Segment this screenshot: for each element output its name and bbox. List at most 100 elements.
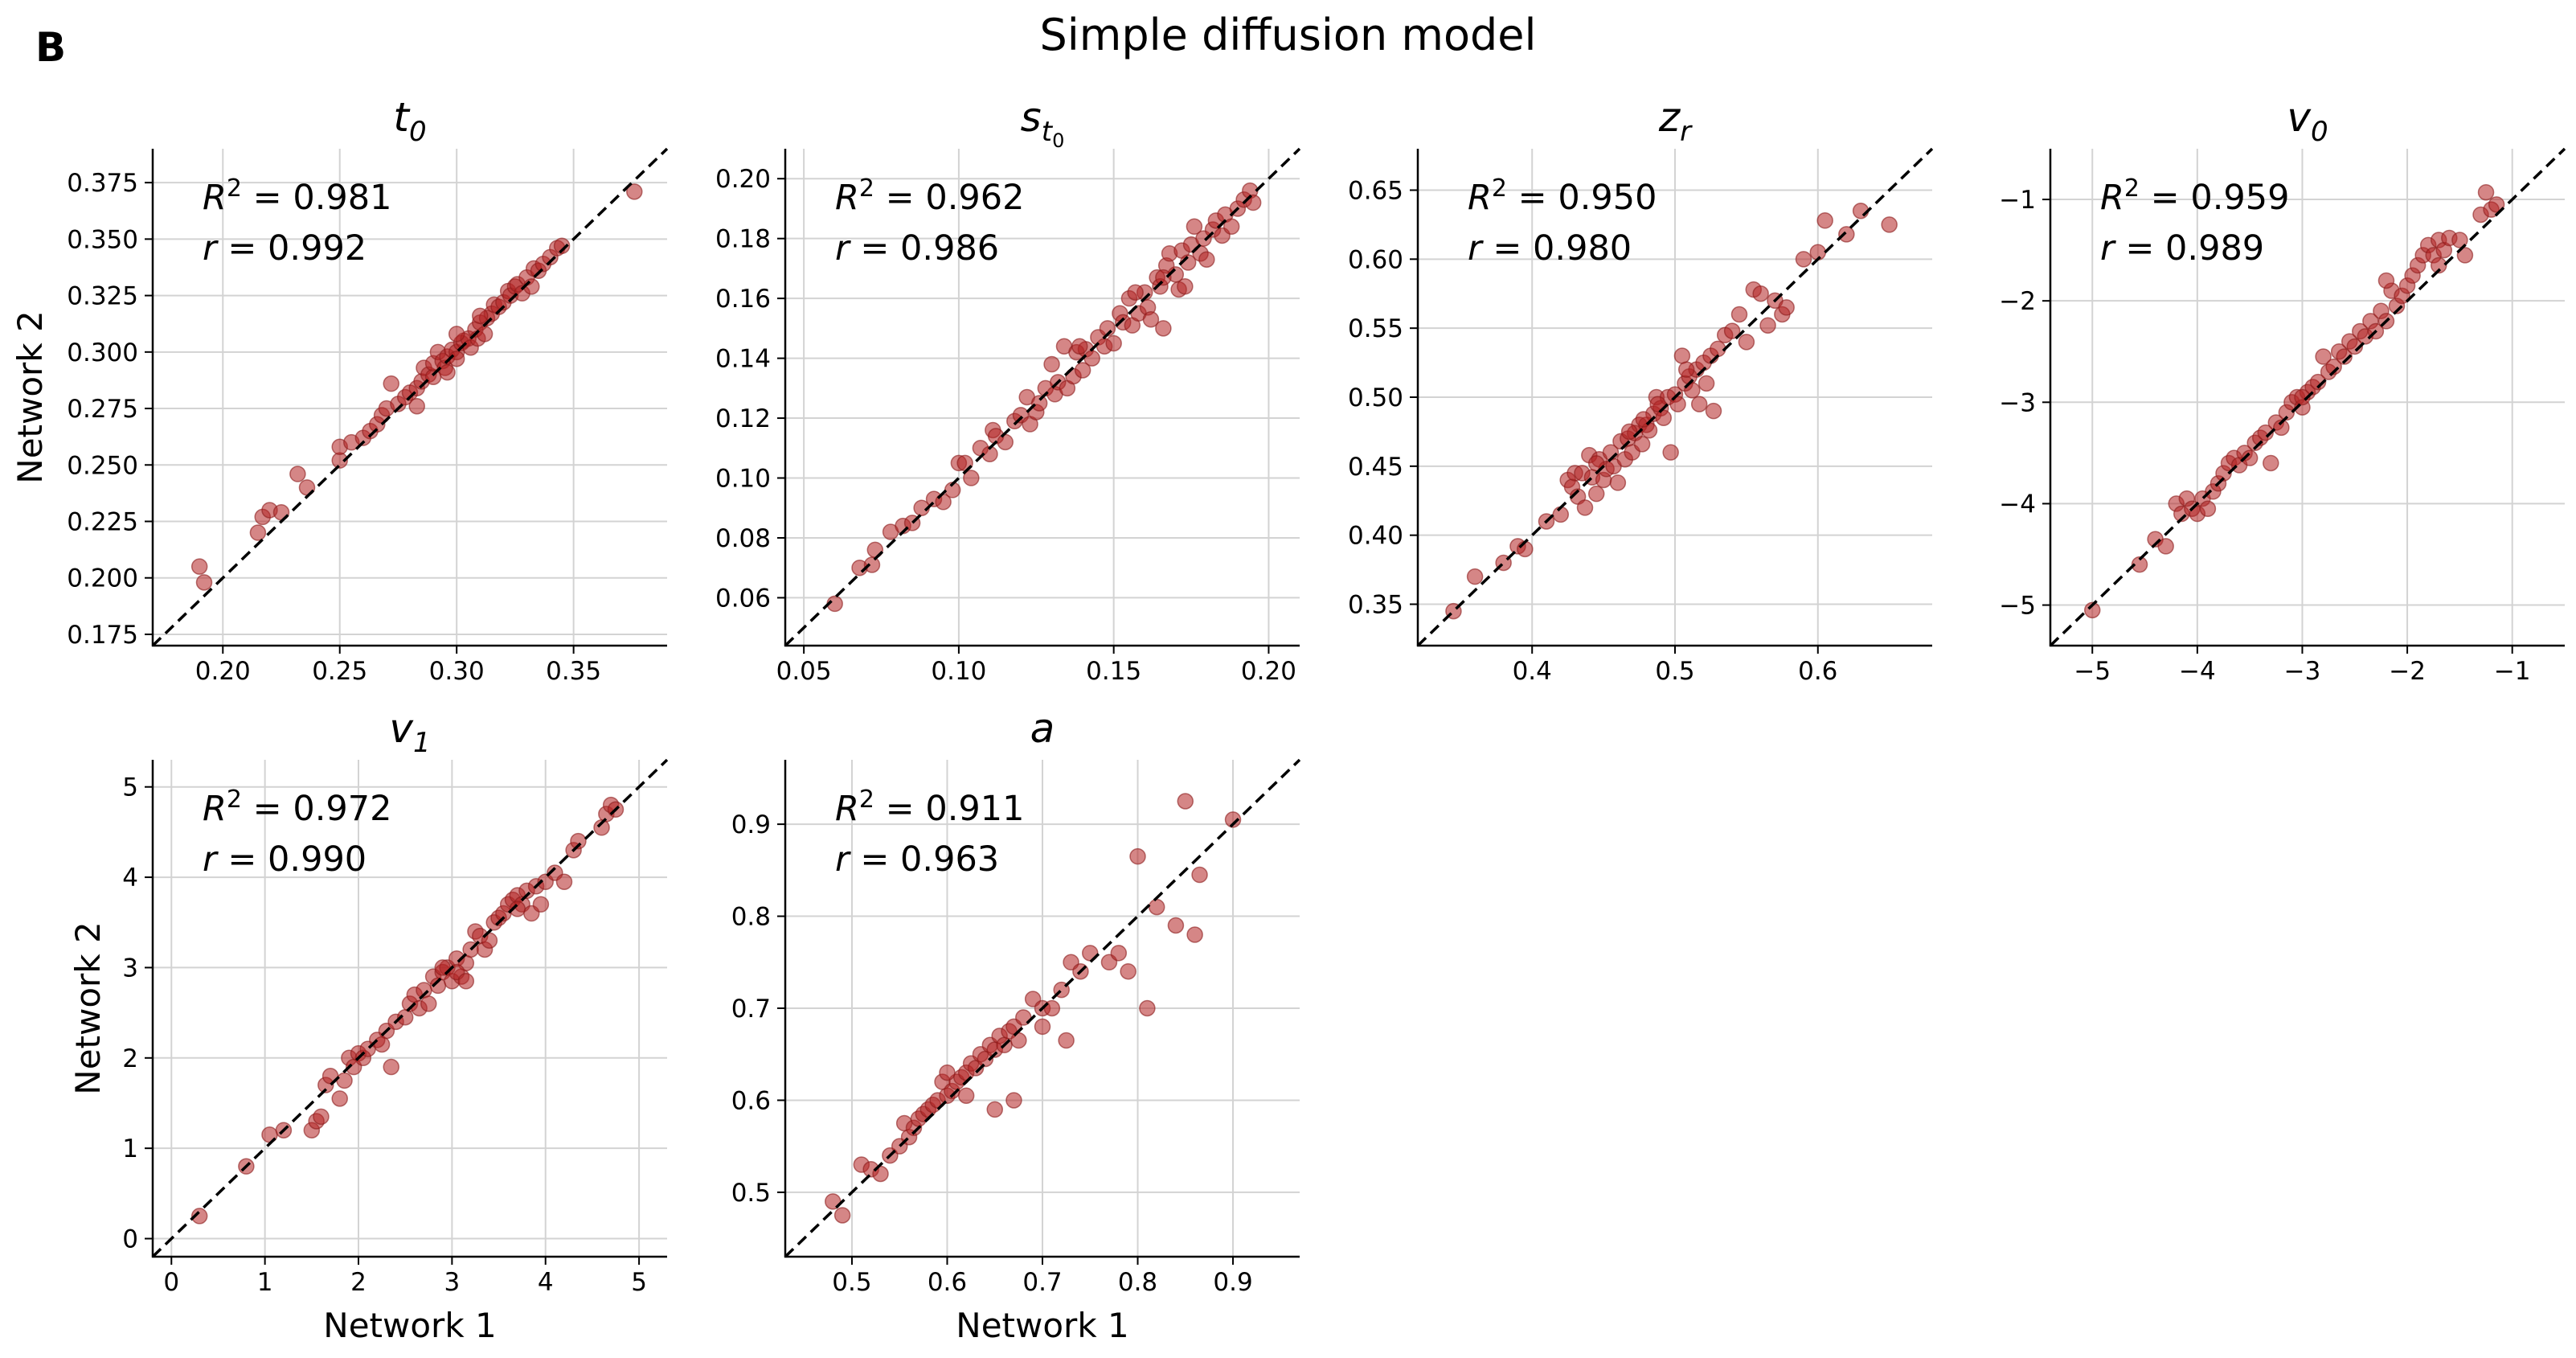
x-tick-label: 1 xyxy=(257,1268,273,1297)
subplot-title: a xyxy=(1030,705,1055,752)
x-tick-label: −3 xyxy=(2284,657,2321,686)
subplot-title: v0 xyxy=(2287,94,2328,148)
data-point xyxy=(1110,945,1128,962)
y-tick-label: 0.45 xyxy=(1348,453,1403,482)
y-tick-label: 0.18 xyxy=(715,225,771,254)
y-axis-label: Network 2 xyxy=(10,310,50,483)
data-point xyxy=(939,1064,956,1081)
data-point xyxy=(1609,474,1627,491)
data-point xyxy=(1083,350,1100,367)
subplot-title: zr xyxy=(1658,94,1693,148)
x-tick-label: 0.5 xyxy=(832,1268,871,1297)
data-point xyxy=(2294,388,2311,406)
data-point xyxy=(1034,1018,1051,1036)
data-point xyxy=(1155,269,1172,286)
y-tick-label: 0.35 xyxy=(1348,591,1403,620)
y-axis-label: Network 2 xyxy=(68,921,108,1094)
data-point xyxy=(1576,499,1594,516)
y-tick-label: 0.325 xyxy=(67,282,138,311)
data-point xyxy=(863,556,881,573)
data-point xyxy=(2131,556,2148,573)
subplot-4: −5 −4 −3 −2 −1 −5 −4 −3 −2 −1 R2 = 0.959 r = 0.989 v… xyxy=(1999,94,2566,686)
subplot-1: 0.20 0.25 0.30 0.35 0.175 0.200 0.225 0.250 0.27… xyxy=(10,94,669,686)
data-point xyxy=(249,524,267,541)
y-tick-label: 0.200 xyxy=(67,564,138,593)
data-point xyxy=(1224,811,1242,828)
x-tick-label: 0.25 xyxy=(312,657,367,686)
r-annotation: r = 0.980 xyxy=(1468,228,1632,269)
data-point xyxy=(1129,847,1146,865)
data-point xyxy=(457,973,475,990)
y-tick-label: 0.40 xyxy=(1348,522,1403,551)
data-point xyxy=(2477,183,2495,201)
data-point xyxy=(2431,256,2447,274)
x-tick-label: −1 xyxy=(2494,657,2531,686)
data-point xyxy=(1120,962,1136,980)
data-point xyxy=(1177,278,1194,295)
data-point xyxy=(1669,396,1686,412)
x-tick-label: 4 xyxy=(538,1268,554,1297)
data-point xyxy=(553,237,571,255)
data-point xyxy=(1698,375,1715,392)
y-tick-label: 0.50 xyxy=(1348,384,1403,412)
x-tick-label: 0.6 xyxy=(928,1268,967,1297)
x-tick-label: 0.10 xyxy=(931,657,986,686)
data-point xyxy=(1177,793,1194,810)
y-tick-label: −1 xyxy=(1999,186,2036,215)
data-point xyxy=(336,1072,353,1089)
y-tick-label: 0.08 xyxy=(715,524,771,553)
x-axis-label: Network 1 xyxy=(956,1306,1128,1345)
data-point xyxy=(1705,402,1722,420)
data-point xyxy=(1620,423,1638,441)
x-tick-label: 0.05 xyxy=(776,657,832,686)
data-point xyxy=(2199,500,2217,517)
data-point xyxy=(833,1207,851,1224)
data-point xyxy=(408,397,425,415)
data-point xyxy=(555,873,573,890)
data-point xyxy=(957,1087,975,1104)
x-tick-label: 5 xyxy=(631,1268,647,1297)
data-point xyxy=(997,433,1014,451)
y-tick-label: 0.20 xyxy=(715,165,771,194)
data-point xyxy=(331,1090,348,1107)
y-tick-label: 0.16 xyxy=(715,285,771,314)
data-point xyxy=(383,1058,399,1076)
data-point xyxy=(1738,334,1755,351)
r2-annotation: R2 = 0.950 xyxy=(1468,174,1657,218)
x-tick-label: −5 xyxy=(2074,657,2111,686)
data-point xyxy=(1673,347,1691,364)
x-tick-label: 0.30 xyxy=(429,657,485,686)
data-point xyxy=(2273,419,2290,437)
data-point xyxy=(1043,355,1060,373)
subplot-title: st0 xyxy=(1021,94,1065,152)
y-tick-label: 0.300 xyxy=(67,338,138,367)
y-tick-label: 2 xyxy=(122,1044,138,1073)
y-tick-label: 0.225 xyxy=(67,508,138,537)
data-point xyxy=(1649,396,1666,412)
y-tick-label: 0.275 xyxy=(67,395,138,424)
data-point xyxy=(289,466,306,482)
x-tick-label: 0.20 xyxy=(195,657,251,686)
data-point xyxy=(1186,926,1203,943)
data-point xyxy=(1127,284,1144,301)
data-point xyxy=(2377,272,2395,289)
y-tick-label: −2 xyxy=(1999,287,2036,316)
r-annotation: r = 0.990 xyxy=(203,839,367,880)
data-point xyxy=(1587,485,1605,503)
data-point xyxy=(2241,449,2259,466)
data-point xyxy=(1005,1092,1022,1109)
y-tick-label: 0.60 xyxy=(1348,245,1403,274)
data-point xyxy=(448,326,465,343)
y-tick-label: 0.6 xyxy=(731,1086,771,1115)
y-tick-label: 0.55 xyxy=(1348,314,1403,343)
data-point xyxy=(1071,338,1088,355)
r2-annotation: R2 = 0.959 xyxy=(2100,174,2289,218)
x-tick-label: 0.5 xyxy=(1655,657,1694,686)
data-point xyxy=(439,363,456,381)
x-axis-label: Network 1 xyxy=(323,1306,496,1345)
data-point xyxy=(1148,898,1165,916)
x-tick-label: 0.7 xyxy=(1022,1268,1062,1297)
data-point xyxy=(1881,216,1898,233)
data-point xyxy=(2488,196,2505,213)
subplot-5: 0 1 2 3 4 5 0 1 2 3 4 5 R2 = 0.972 r = 0.990 v1 Network… xyxy=(68,705,669,1345)
